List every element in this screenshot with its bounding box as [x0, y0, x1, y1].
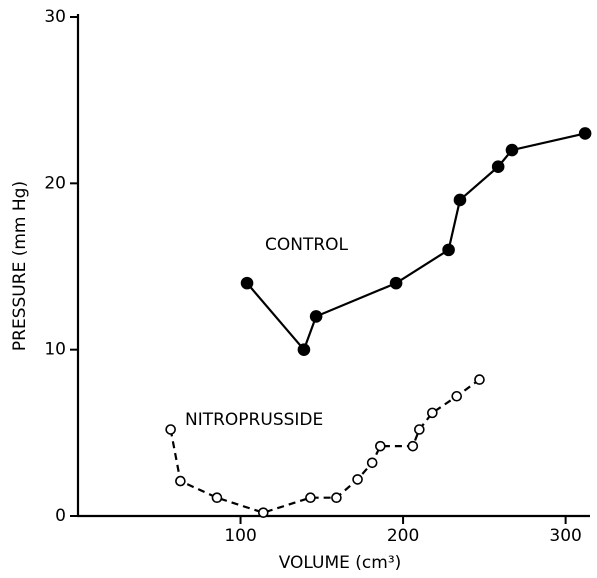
data-point — [165, 424, 176, 435]
y-tick-label: 30 — [44, 7, 66, 27]
data-point — [578, 127, 592, 140]
y-axis-label: PRESSURE (mm Hg) — [10, 181, 30, 351]
data-point — [389, 276, 403, 290]
x-tick-label: 100 — [224, 526, 256, 546]
data-point — [414, 424, 425, 435]
data-point — [331, 492, 342, 504]
data-point — [375, 440, 386, 452]
data-point — [211, 492, 223, 504]
data-point — [240, 276, 254, 290]
data-point — [366, 457, 378, 469]
data-point — [491, 160, 505, 173]
data-point — [427, 407, 438, 419]
data-point — [407, 440, 419, 452]
data-point — [309, 310, 323, 323]
y-tick-label: 10 — [44, 340, 66, 360]
data-point — [505, 143, 519, 157]
data-point — [474, 374, 485, 385]
data-point — [352, 474, 363, 485]
series-label: NITROPRUSSIDE — [185, 410, 323, 430]
x-axis-label: VOLUME (cm³) — [279, 553, 402, 573]
y-tick-label: 20 — [44, 173, 66, 193]
y-tick-label: 0 — [55, 506, 66, 526]
data-point — [297, 343, 311, 356]
series-label: CONTROL — [265, 235, 349, 255]
data-point — [442, 243, 455, 257]
data-point — [257, 507, 269, 518]
x-tick-label: 200 — [387, 526, 419, 546]
data-point — [305, 492, 316, 504]
data-point — [175, 475, 186, 487]
data-point — [453, 193, 467, 207]
data-point — [451, 390, 463, 402]
x-tick-label: 300 — [549, 526, 581, 546]
